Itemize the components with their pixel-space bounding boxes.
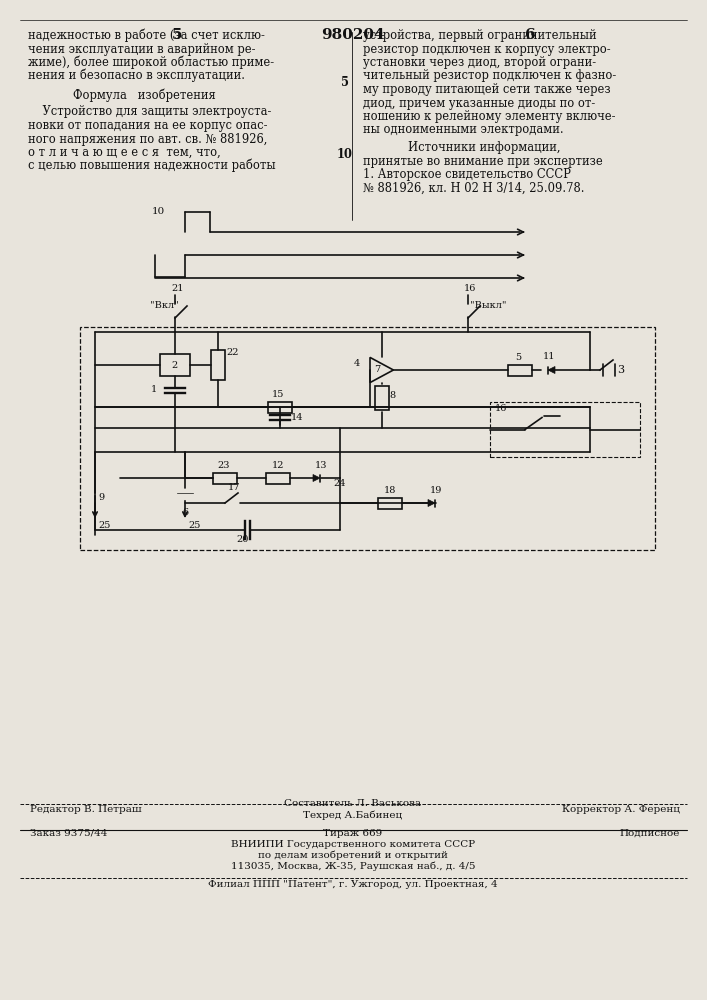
Text: 1: 1 (151, 385, 157, 394)
Text: 24: 24 (334, 479, 346, 488)
Text: диод, причем указанные диоды по от-: диод, причем указанные диоды по от- (363, 97, 595, 109)
Text: 13: 13 (315, 461, 327, 470)
Text: Тираж 669: Тираж 669 (323, 829, 382, 838)
Text: Составитель Л. Васькова: Составитель Л. Васькова (284, 799, 421, 808)
Text: чительный резистор подключен к фазно-: чительный резистор подключен к фазно- (363, 70, 617, 83)
Text: 6: 6 (182, 508, 188, 517)
Bar (268, 401, 292, 412)
Bar (378, 497, 402, 508)
Text: жиме), более широкой областью приме-: жиме), более широкой областью приме- (28, 55, 274, 69)
Text: "Выкл": "Выкл" (470, 301, 506, 310)
Text: новки от попадания на ее корпус опас-: новки от попадания на ее корпус опас- (28, 119, 267, 132)
Text: 21: 21 (171, 284, 184, 293)
Text: установки через диод, второй ограни-: установки через диод, второй ограни- (363, 56, 596, 69)
Text: 18: 18 (384, 486, 397, 495)
Text: резистор подключен к корпусу электро-: резистор подключен к корпусу электро- (363, 42, 611, 55)
Text: Формула   изобретения: Формула изобретения (73, 89, 216, 102)
Text: 20: 20 (236, 535, 249, 544)
Text: 19: 19 (430, 486, 443, 495)
Text: 16: 16 (495, 404, 508, 413)
Text: надежностью в работе (за счет исклю-: надежностью в работе (за счет исклю- (28, 28, 265, 42)
Bar (375, 386, 389, 410)
Text: му проводу питающей сети также через: му проводу питающей сети также через (363, 83, 611, 96)
Text: по делам изобретений и открытий: по делам изобретений и открытий (258, 850, 448, 860)
Text: 4: 4 (354, 359, 360, 368)
Text: принятые во внимание при экспертизе: принятые во внимание при экспертизе (363, 154, 603, 167)
Text: Филиал ППП "Патент", г. Ужгород, ул. Проектная, 4: Филиал ППП "Патент", г. Ужгород, ул. Про… (208, 880, 498, 889)
Text: 25: 25 (98, 521, 110, 530)
Text: 14: 14 (291, 413, 303, 422)
Text: 113035, Москва, Ж-35, Раушская наб., д. 4/5: 113035, Москва, Ж-35, Раушская наб., д. … (230, 861, 475, 871)
Text: 5: 5 (172, 28, 182, 42)
Text: 12: 12 (272, 461, 284, 470)
Text: 3: 3 (617, 365, 624, 375)
Text: "Вкл": "Вкл" (150, 301, 179, 310)
Text: чения эксплуатации в аварийном ре-: чения эксплуатации в аварийном ре- (28, 42, 255, 55)
Text: ны одноименными электродами.: ны одноименными электродами. (363, 123, 563, 136)
Text: Устройство для защиты электроуста-: Устройство для защиты электроуста- (28, 105, 271, 118)
Text: ношению к релейному элементу включе-: ношению к релейному элементу включе- (363, 110, 616, 123)
Text: 15: 15 (272, 390, 284, 399)
Bar (213, 473, 237, 484)
Text: 17: 17 (228, 483, 240, 492)
Text: нения и безопасно в эксплуатации.: нения и безопасно в эксплуатации. (28, 69, 245, 83)
Text: 8: 8 (390, 391, 396, 400)
Text: Заказ 9375/44: Заказ 9375/44 (30, 829, 107, 838)
Text: 980204: 980204 (321, 28, 385, 42)
Bar (160, 354, 190, 376)
Bar (490, 402, 640, 457)
Text: 11: 11 (543, 352, 556, 361)
Polygon shape (548, 366, 555, 373)
Text: Подписное: Подписное (619, 829, 680, 838)
Text: ного напряжения по авт. св. № 881926,: ного напряжения по авт. св. № 881926, (28, 132, 267, 145)
Text: с целью повышения надежности работы: с целью повышения надежности работы (28, 159, 276, 172)
Polygon shape (370, 357, 393, 383)
Text: 5: 5 (515, 353, 521, 362)
Text: 10: 10 (152, 208, 165, 217)
Polygon shape (428, 499, 435, 506)
Text: № 881926, кл. Н 02 Н 3/14, 25.09.78.: № 881926, кл. Н 02 Н 3/14, 25.09.78. (363, 182, 585, 194)
Bar (266, 473, 290, 484)
Text: устройства, первый ограничительный: устройства, первый ограничительный (363, 29, 597, 42)
Text: 10: 10 (337, 148, 353, 161)
Text: 5: 5 (341, 76, 349, 89)
Text: 7: 7 (374, 365, 380, 374)
Text: 2: 2 (172, 360, 178, 369)
Bar (211, 350, 225, 380)
Bar (80, 327, 655, 550)
Text: 6: 6 (525, 28, 535, 42)
Text: ВНИИПИ Государственного комитета СССР: ВНИИПИ Государственного комитета СССР (231, 840, 475, 849)
Polygon shape (313, 475, 320, 482)
Text: 23: 23 (217, 461, 230, 470)
Text: о т л и ч а ю щ е е с я  тем, что,: о т л и ч а ю щ е е с я тем, что, (28, 146, 221, 159)
Text: 1. Авторское свидетельство СССР: 1. Авторское свидетельство СССР (363, 168, 571, 181)
Text: 9: 9 (98, 493, 104, 502)
Text: 25: 25 (188, 521, 200, 530)
Text: 16: 16 (464, 284, 477, 293)
Text: Корректор А. Ференц: Корректор А. Ференц (562, 805, 680, 814)
Text: 22: 22 (226, 348, 238, 357)
Text: Техред А.Бабинец: Техред А.Бабинец (303, 810, 402, 820)
Text: Источники информации,: Источники информации, (408, 141, 561, 154)
Text: Редактор В. Петраш: Редактор В. Петраш (30, 805, 141, 814)
Bar (508, 364, 532, 375)
